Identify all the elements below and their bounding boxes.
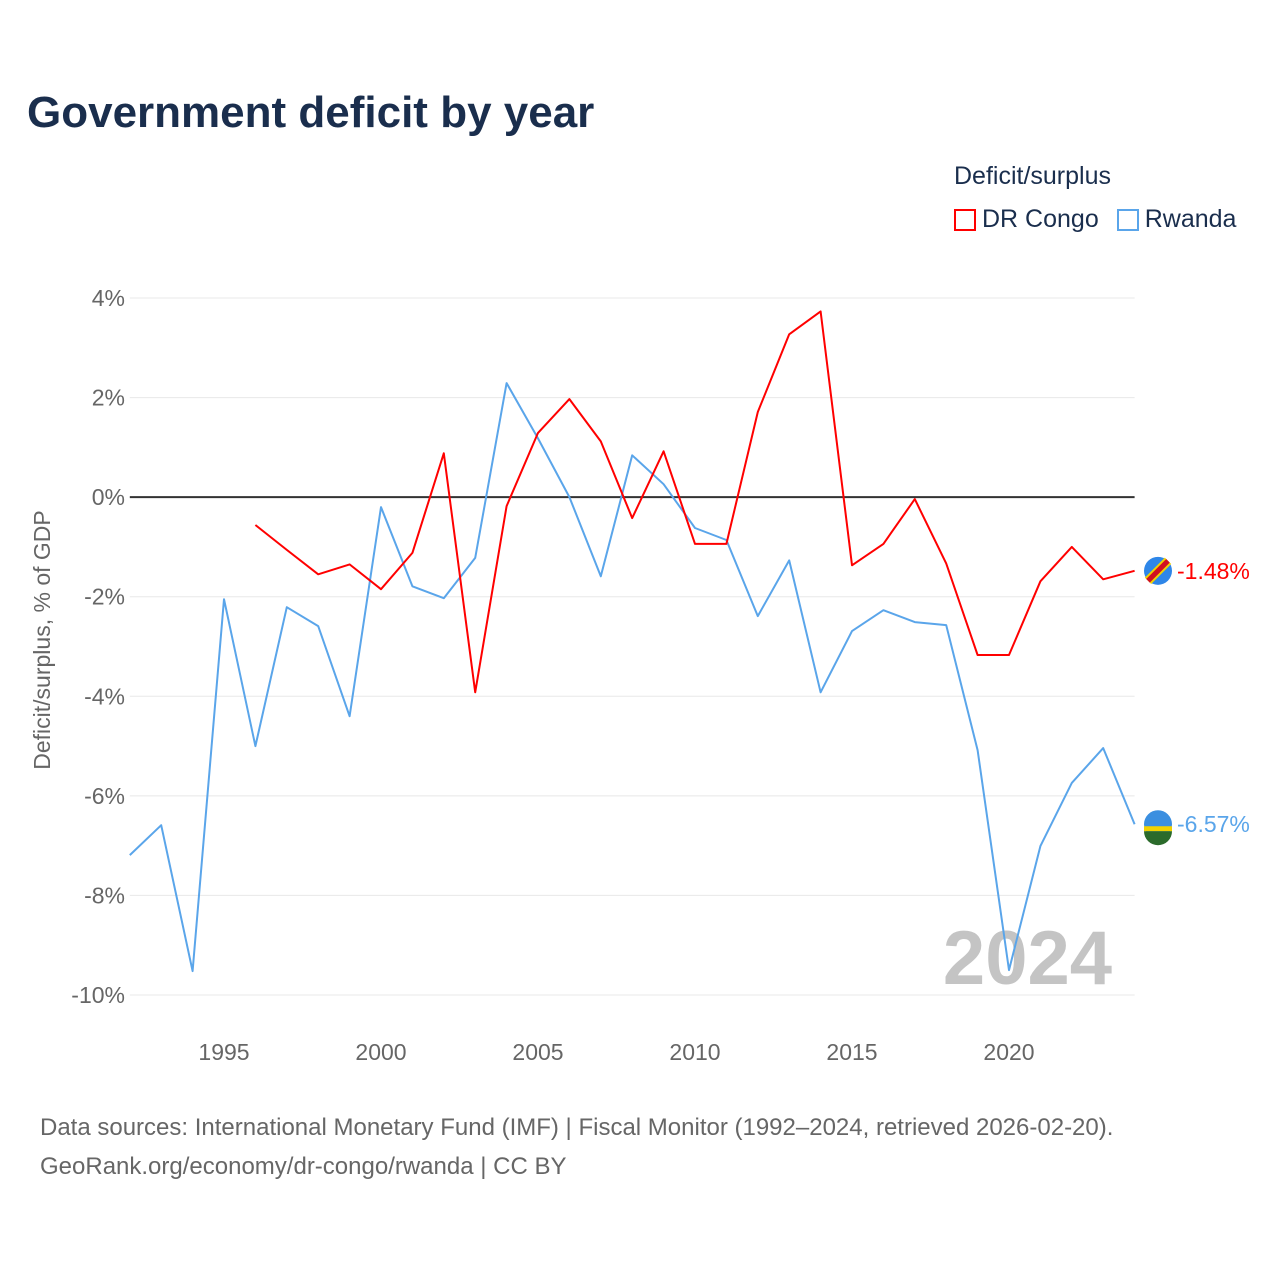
y-tick-label: 4% — [92, 285, 125, 311]
year-watermark: 2024 — [943, 916, 1112, 1001]
end-value-label: -1.48% — [1177, 558, 1250, 584]
y-tick-label: -6% — [84, 783, 125, 809]
flag-stripe — [1146, 559, 1170, 583]
legend-swatch-rwanda — [1116, 208, 1139, 231]
legend: DR Congo Rwanda — [954, 205, 1236, 234]
source-line-2: GeoRank.org/economy/dr-congo/rwanda | CC… — [40, 1153, 567, 1180]
series-line-dr-congo — [254, 310, 1135, 694]
legend-item-rwanda[interactable]: Rwanda — [1116, 205, 1237, 234]
flag-stripe — [1144, 826, 1172, 832]
y-tick-label: -8% — [84, 882, 125, 908]
legend-item-dr-congo[interactable]: DR Congo — [954, 205, 1099, 234]
x-tick-label: 2005 — [512, 1039, 563, 1065]
series-line-rwanda — [129, 382, 1136, 973]
legend-swatch-dr-congo — [954, 208, 976, 231]
y-tick-label: -2% — [84, 584, 125, 610]
source-note: Data sources: International Monetary Fun… — [40, 1108, 1113, 1186]
y-tick-label: 0% — [92, 484, 125, 510]
legend-label: DR Congo — [982, 205, 1099, 233]
y-tick-label: -4% — [84, 683, 125, 709]
end-value-label: -6.57% — [1177, 811, 1250, 837]
y-axis-label: Deficit/surplus, % of GDP — [29, 510, 55, 769]
legend-label: Rwanda — [1144, 205, 1237, 233]
flag-stripe — [1144, 831, 1172, 846]
chart-title: Government deficit by year — [27, 88, 595, 137]
y-tick-label: -10% — [71, 982, 125, 1008]
x-tick-label: 2000 — [355, 1039, 406, 1065]
legend-title: Deficit/surplus — [954, 162, 1111, 190]
x-tick-label: 1995 — [198, 1039, 249, 1065]
x-tick-label: 2010 — [669, 1039, 720, 1065]
y-tick-label: 2% — [92, 385, 125, 411]
x-tick-label: 2020 — [983, 1039, 1034, 1065]
x-tick-label: 2015 — [826, 1039, 877, 1065]
source-line-1: Data sources: International Monetary Fun… — [40, 1114, 1114, 1141]
